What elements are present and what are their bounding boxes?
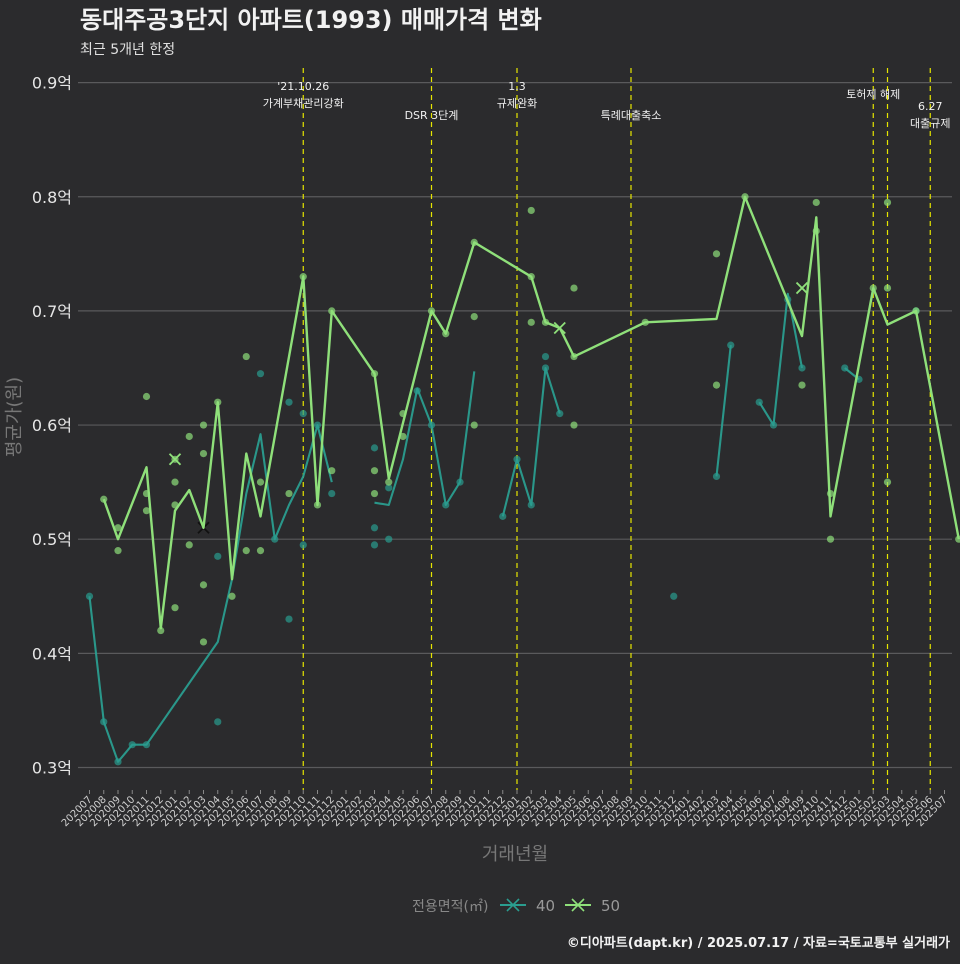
- data-point: [256, 478, 265, 486]
- data-point: [214, 552, 222, 560]
- data-point: [214, 718, 222, 726]
- data-point: [570, 421, 578, 429]
- x-axis-title: 거래년월: [482, 844, 548, 865]
- data-point: [285, 398, 293, 406]
- series-line: [758, 292, 804, 427]
- data-point: [228, 592, 236, 600]
- legend: 전용면적(㎡) 40 50: [412, 897, 620, 915]
- data-point: [370, 524, 379, 532]
- y-tick-label: 0.4억: [32, 644, 72, 663]
- chart-caption: ©디아파트(dapt.kr) / 2025.07.17 / 자료=국토교통부 실…: [567, 935, 950, 951]
- chart-subtitle: 최근 5개년 한정: [80, 42, 175, 58]
- event-label: 토허제 해제: [846, 87, 900, 101]
- data-point: [670, 592, 678, 600]
- data-point: [199, 421, 208, 429]
- chart-title: 동대주공3단지 아파트(1993) 매매가격 변화: [80, 6, 542, 34]
- data-point: [256, 547, 265, 555]
- data-point: [883, 198, 892, 207]
- data-point: [570, 284, 578, 292]
- y-tick-label: 0.3억: [32, 759, 72, 778]
- data-point: [541, 352, 550, 361]
- legend-label: 50: [601, 897, 620, 915]
- plot-area: [85, 193, 960, 766]
- data-point: [385, 535, 393, 543]
- series-line: [88, 424, 333, 763]
- data-point: [470, 421, 478, 429]
- data-point: [199, 449, 208, 458]
- event-label: 대출규제: [910, 117, 950, 130]
- series-line: [102, 195, 960, 630]
- data-point: [285, 489, 293, 498]
- event-label: 가계부채관리강화: [263, 97, 344, 110]
- data-point: [370, 489, 379, 498]
- event-label: 특례대출축소: [601, 109, 662, 122]
- cross-marker: [553, 321, 566, 335]
- data-point: [85, 592, 94, 600]
- data-point: [256, 370, 265, 378]
- y-axis: 0.3억 0.4억 0.5억 0.6억 0.7억 0.8억 0.9억: [32, 74, 72, 778]
- data-point: [142, 507, 151, 515]
- data-point: [185, 432, 193, 441]
- data-point: [199, 581, 208, 589]
- cross-marker: [168, 453, 182, 466]
- data-point: [527, 318, 535, 326]
- data-point: [470, 313, 478, 321]
- data-point: [826, 535, 835, 543]
- data-point: [370, 541, 379, 549]
- series-line: [715, 344, 732, 477]
- data-point: [285, 615, 293, 623]
- data-point: [798, 381, 806, 389]
- data-point: [328, 467, 336, 475]
- data-point: [185, 541, 193, 549]
- data-point: [883, 284, 892, 292]
- data-point: [883, 478, 892, 486]
- data-point: [370, 444, 379, 452]
- data-point: [114, 547, 122, 555]
- data-point: [527, 206, 535, 215]
- y-tick-label: 0.9억: [32, 74, 72, 93]
- y-tick-label: 0.7억: [32, 302, 72, 321]
- y-tick-label: 0.5억: [32, 530, 72, 549]
- y-tick-label: 0.6억: [32, 416, 72, 435]
- data-point: [157, 626, 165, 635]
- event-label: 6.27: [918, 100, 943, 113]
- data-point: [242, 352, 250, 361]
- series-40: [85, 292, 920, 766]
- legend-title: 전용면적(㎡): [412, 899, 488, 915]
- legend-label: 40: [536, 897, 555, 915]
- data-point: [712, 250, 721, 258]
- data-point: [171, 604, 179, 612]
- data-point: [242, 547, 250, 555]
- legend-cross-icon: [571, 898, 585, 912]
- data-point: [556, 410, 564, 418]
- series-line: [374, 371, 476, 507]
- data-point: [385, 478, 393, 486]
- data-point: [712, 472, 721, 481]
- data-point: [171, 478, 179, 486]
- data-point: [812, 198, 820, 207]
- series-50: [100, 193, 960, 646]
- grid-lines: [78, 81, 952, 769]
- data-point: [199, 638, 208, 646]
- data-point: [385, 484, 393, 492]
- y-axis-title: 평균가(원): [4, 377, 25, 457]
- data-point: [142, 392, 151, 401]
- y-tick-label: 0.8억: [32, 188, 72, 207]
- legend-cross-icon: [506, 898, 520, 912]
- event-label: 1.3: [508, 80, 526, 93]
- event-label: 규제완화: [497, 97, 537, 110]
- data-point: [712, 381, 721, 389]
- event-label: '21.10.26: [277, 80, 329, 93]
- data-point: [328, 489, 336, 498]
- series-line: [501, 366, 561, 517]
- event-label: DSR 3단계: [405, 109, 459, 122]
- data-point: [299, 541, 307, 549]
- data-point: [114, 524, 122, 532]
- data-point: [299, 410, 307, 418]
- cross-marker: [795, 281, 809, 295]
- data-point: [370, 467, 379, 475]
